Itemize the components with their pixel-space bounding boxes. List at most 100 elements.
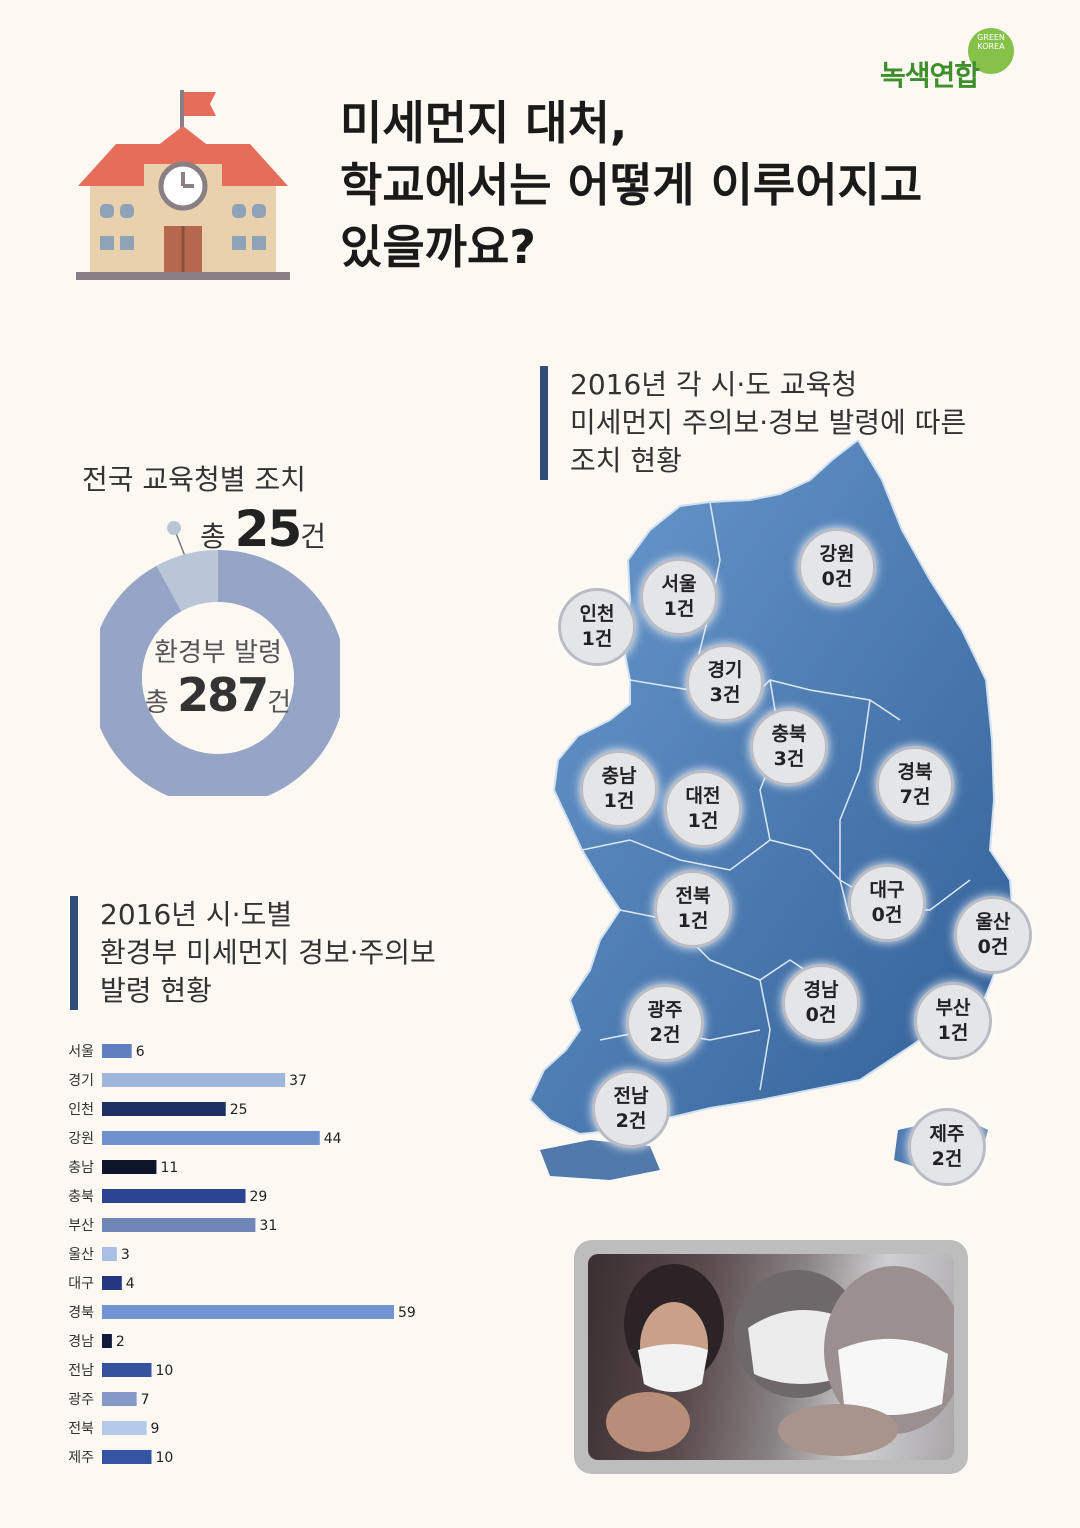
- bar-14: [102, 1450, 152, 1464]
- bar-category-label: 전북: [68, 1421, 94, 1437]
- region-name: 경남: [803, 979, 839, 1001]
- bar-value-label: 44: [324, 1131, 342, 1147]
- bar-category-label: 경기: [68, 1073, 94, 1089]
- region-count: 2건: [931, 1148, 963, 1170]
- bar-4: [102, 1160, 157, 1174]
- region-badge: 서울 1건: [640, 558, 718, 636]
- bar-category-label: 경북: [68, 1305, 94, 1321]
- bar-2: [102, 1102, 226, 1116]
- bar-category-label: 광주: [68, 1392, 94, 1408]
- bar-value-label: 2: [116, 1334, 125, 1350]
- region-badge: 충남 1건: [580, 750, 658, 828]
- region-badge: 부산 1건: [914, 982, 992, 1060]
- region-badge: 경북 7건: [876, 746, 954, 824]
- bar-6: [102, 1218, 256, 1232]
- region-name: 대구: [869, 879, 905, 901]
- bar-category-label: 인천: [68, 1102, 94, 1118]
- bar-value-label: 9: [151, 1421, 160, 1437]
- region-badge: 인천 1건: [558, 588, 636, 666]
- donut-slice-edu-office: [100, 550, 340, 796]
- region-count: 0건: [821, 568, 853, 590]
- region-count: 1건: [603, 790, 635, 812]
- bar-value-label: 37: [289, 1073, 307, 1089]
- page-title: 미세먼지 대처, 학교에서는 어떻게 이루어지고 있을까요?: [340, 96, 923, 274]
- logo-name: 녹색연합: [880, 59, 980, 92]
- region-name: 부산: [935, 997, 971, 1019]
- bar-category-label: 부산: [68, 1218, 94, 1234]
- region-badge: 경남 0건: [782, 964, 860, 1042]
- region-count: 1건: [663, 598, 695, 620]
- korea-map-shape: [528, 438, 1016, 1180]
- region-name: 경북: [897, 761, 933, 783]
- bar-category-label: 울산: [68, 1247, 94, 1263]
- bar-category-label: 전남: [68, 1363, 94, 1379]
- bar-value-label: 7: [141, 1392, 150, 1408]
- bar-9: [102, 1305, 394, 1319]
- logo-small-text: GREEN KOREA: [977, 33, 1005, 51]
- bar-10: [102, 1334, 112, 1348]
- region-name: 충남: [601, 765, 637, 787]
- region-badge: 제주 2건: [908, 1108, 986, 1186]
- bar-12: [102, 1392, 137, 1406]
- bar-category-label: 서울: [68, 1044, 94, 1060]
- bar-section-header: 2016년 시·도별 환경부 미세먼지 경보·주의보 발령 현황: [70, 896, 436, 1010]
- bar-category-label: 대구: [68, 1276, 94, 1292]
- region-count: 2건: [649, 1024, 681, 1046]
- region-badge: 경기 3건: [686, 644, 764, 722]
- bar-11: [102, 1363, 152, 1377]
- bar-value-label: 31: [259, 1218, 277, 1234]
- region-name: 전남: [613, 1085, 649, 1107]
- bar-value-label: 10: [155, 1363, 173, 1379]
- region-count: 3건: [709, 684, 741, 706]
- region-badge: 강원 0건: [798, 528, 876, 606]
- region-name: 울산: [975, 911, 1011, 933]
- bar-value-label: 6: [136, 1044, 145, 1060]
- region-count: 1건: [687, 810, 719, 832]
- photo-frame: [574, 1240, 968, 1474]
- donut-callout-dot: [167, 521, 181, 535]
- bar-7: [102, 1247, 117, 1261]
- bar-value-label: 3: [121, 1247, 130, 1263]
- bar-value-label: 29: [250, 1189, 268, 1205]
- bar-8: [102, 1276, 122, 1290]
- photo-illustration: [606, 1264, 954, 1456]
- donut-total: 총 25건: [200, 500, 327, 558]
- bar-category-label: 충남: [68, 1160, 94, 1176]
- region-count: 1건: [677, 910, 709, 932]
- region-badge: 충북 3건: [750, 708, 828, 786]
- donut-label: 전국 교육청별 조치: [82, 463, 306, 496]
- bar-5: [102, 1189, 246, 1203]
- bar-value-label: 10: [155, 1450, 173, 1466]
- region-badge: 전북 1건: [654, 870, 732, 948]
- map-section-header: 2016년 각 시·도 교육청 미세먼지 주의보·경보 발령에 따른 조치 현황: [540, 366, 966, 480]
- green-korea-logo: GREEN KOREA 녹색연합: [880, 28, 1030, 98]
- region-badge: 대전 1건: [664, 770, 742, 848]
- region-badge: 전남 2건: [592, 1070, 670, 1148]
- donut-hole: [142, 602, 294, 754]
- region-count: 0건: [805, 1004, 837, 1026]
- region-name: 경기: [707, 659, 743, 681]
- region-badge: 대구 0건: [848, 864, 926, 942]
- region-badge: 울산 0건: [954, 896, 1032, 974]
- region-count: 3건: [773, 748, 805, 770]
- region-count: 1건: [937, 1022, 969, 1044]
- school-icon: [76, 90, 290, 280]
- bar-category-label: 강원: [68, 1131, 94, 1147]
- region-count: 0건: [871, 904, 903, 926]
- bar-value-label: 59: [398, 1305, 416, 1321]
- region-name: 충북: [771, 723, 807, 745]
- bar-category-label: 경남: [68, 1334, 94, 1350]
- logo-circle: [968, 28, 1014, 74]
- region-name: 제주: [929, 1123, 965, 1145]
- region-count: 2건: [615, 1110, 647, 1132]
- bar-category-label: 충북: [68, 1189, 94, 1205]
- students-wearing-masks-photo: [588, 1254, 954, 1460]
- region-name: 인천: [579, 603, 615, 625]
- region-name: 광주: [647, 999, 683, 1021]
- region-count: 0건: [977, 936, 1009, 958]
- region-name: 대전: [685, 785, 721, 807]
- donut-chart: [100, 521, 340, 796]
- bar-value-label: 25: [230, 1102, 248, 1118]
- region-count: 7건: [899, 786, 931, 808]
